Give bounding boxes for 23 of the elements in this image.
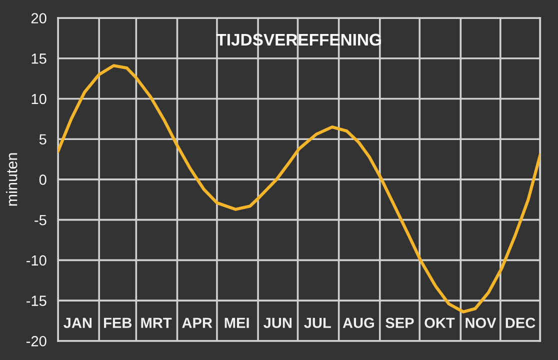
x-tick-label: MEI	[224, 318, 249, 328]
y-axis-title: minuten	[6, 153, 18, 206]
y-tick-label: 15	[32, 54, 46, 64]
y-tick-label: -15	[26, 296, 46, 306]
y-tick-label: 20	[31, 13, 46, 24]
y-tick-label: -20	[26, 336, 46, 346]
x-tick-label: SEP	[386, 318, 414, 328]
x-tick-label: FEB	[104, 318, 132, 328]
x-tick-label: AUG	[342, 318, 374, 328]
x-tick-label: MRT	[141, 318, 172, 328]
x-tick-label: NOV	[466, 318, 496, 328]
y-tick-label: 0	[39, 174, 46, 185]
y-tick-label: 10	[32, 94, 46, 104]
x-tick-label: JUN	[264, 318, 292, 328]
x-tick-label: OKT	[424, 318, 455, 328]
y-tick-label: -10	[26, 255, 46, 266]
x-tick-label: APR	[182, 318, 212, 328]
x-tick-label: JUL	[304, 318, 331, 328]
x-tick-label: DEC	[506, 318, 536, 328]
x-tick-label: JAN	[64, 318, 92, 328]
y-tick-label: -5	[34, 215, 46, 226]
line-series	[58, 64, 540, 314]
y-tick-label: 5	[39, 134, 46, 145]
